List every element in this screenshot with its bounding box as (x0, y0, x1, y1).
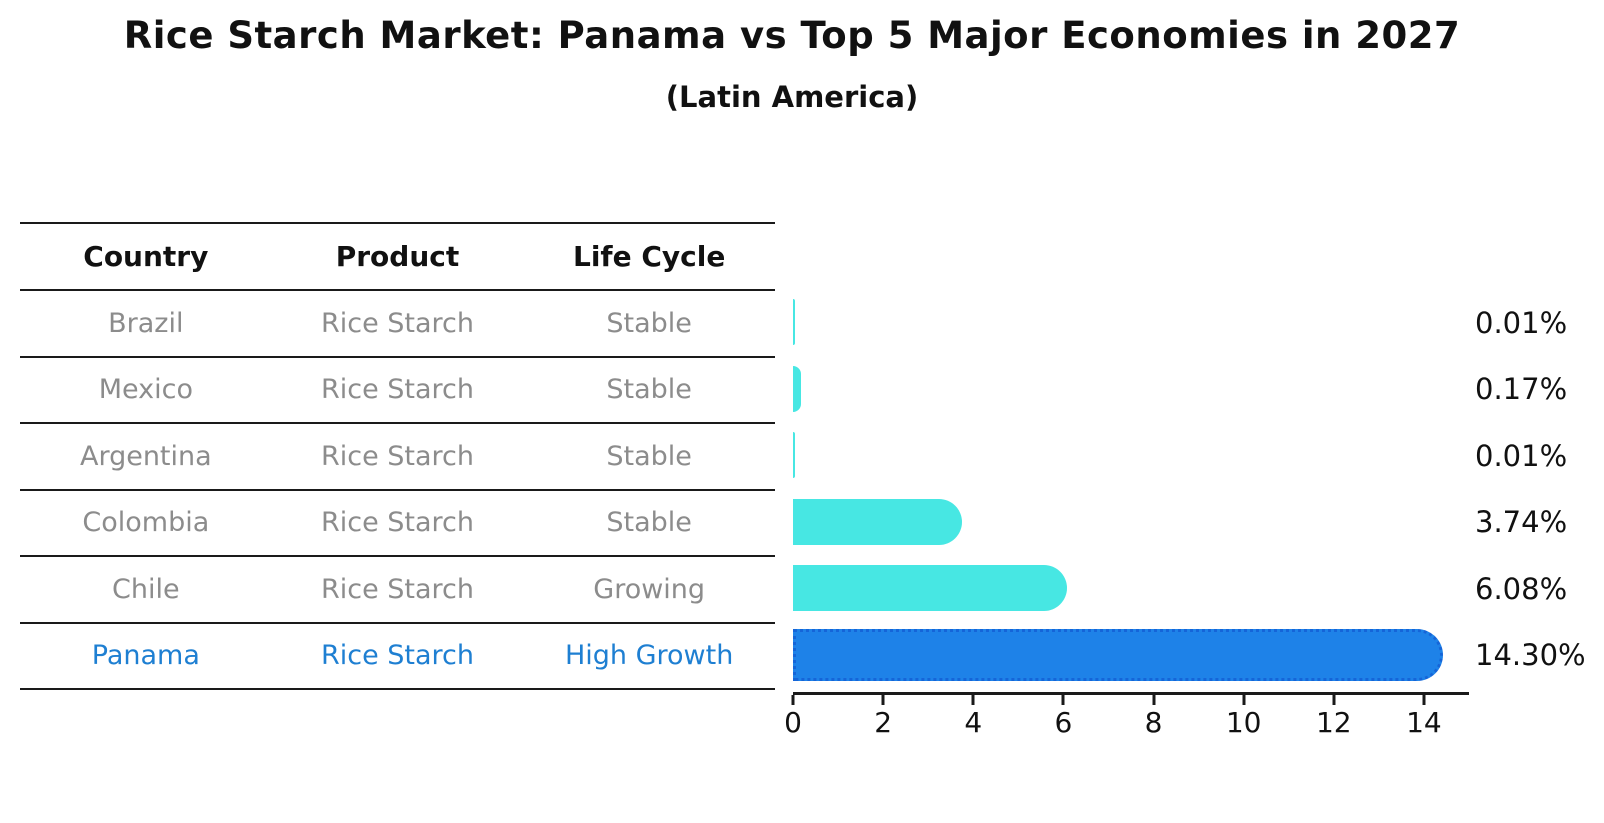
tick-label-8: 8 (1144, 706, 1163, 739)
cell-product: Rice Starch (320, 573, 475, 605)
tick-label-2: 2 (874, 706, 893, 739)
tick-mark-8 (1152, 695, 1156, 705)
tick-mark-4 (971, 695, 975, 705)
table-row-brazil: Brazil Rice Starch Stable (20, 291, 775, 358)
tick-mark-14 (1422, 695, 1426, 705)
tick-label-0: 0 (784, 706, 802, 739)
bar-panama (793, 628, 1444, 681)
cell-country: Chile (112, 573, 180, 605)
tick-label-14: 14 (1406, 706, 1442, 739)
value-label-brazil: 0.01% (1475, 305, 1568, 340)
cell-country: Argentina (79, 440, 212, 472)
cell-country: Mexico (98, 374, 193, 406)
tick-mark-2 (881, 695, 885, 705)
value-labels: 0.01% 0.17% 0.01% 3.74% 6.08% 14.30% (1475, 289, 1604, 688)
value-label-argentina: 0.01% (1475, 438, 1568, 473)
cell-life-cycle: Stable (606, 440, 692, 472)
cell-country: Panama (91, 640, 200, 672)
value-label-mexico: 0.17% (1475, 372, 1568, 406)
cell-life-cycle: Growing (593, 573, 706, 605)
tick-mark-10 (1242, 695, 1246, 705)
tick-label-12: 12 (1315, 706, 1352, 739)
bar-mexico (793, 365, 801, 412)
bar-colombia (793, 498, 962, 545)
value-label-panama: 14.30% (1475, 638, 1586, 672)
x-axis-ticks (791, 695, 1469, 705)
bar-plot-area (793, 289, 1469, 688)
column-header-country: Country (83, 240, 209, 273)
tick-label-4: 4 (964, 706, 983, 739)
cell-life-cycle: Stable (606, 307, 692, 339)
tick-mark-0 (791, 695, 795, 705)
table-header-row: Country Product Life Cycle (20, 224, 775, 291)
table-row-argentina: Argentina Rice Starch Stable (20, 424, 775, 491)
cell-product: Rice Starch (320, 374, 475, 406)
cell-life-cycle: Stable (606, 374, 692, 406)
value-label-colombia: 3.74% (1475, 505, 1568, 539)
chart-subtitle: (Latin America) (665, 80, 919, 114)
country-table: Country Product Life Cycle Brazil Rice S… (20, 222, 775, 690)
tick-mark-12 (1332, 695, 1336, 705)
table-row-panama: Panama Rice Starch High Growth (20, 624, 775, 690)
cell-product: Rice Starch (320, 440, 475, 472)
tick-label-6: 6 (1054, 706, 1073, 739)
value-label-chile: 6.08% (1475, 571, 1568, 606)
table-row-colombia: Colombia Rice Starch Stable (20, 491, 775, 557)
tick-label-10: 10 (1225, 706, 1262, 739)
bar-argentina (793, 432, 795, 479)
table-row-mexico: Mexico Rice Starch Stable (20, 358, 775, 424)
cell-country: Colombia (82, 507, 210, 539)
bar-chile (793, 565, 1067, 612)
column-header-product: Product (335, 240, 460, 273)
cell-product: Rice Starch (320, 507, 475, 539)
bar-brazil (793, 299, 795, 346)
tick-mark-6 (1061, 695, 1065, 705)
x-axis-line (793, 692, 1469, 695)
cell-country: Brazil (108, 307, 184, 339)
table-row-chile: Chile Rice Starch Growing (20, 557, 775, 624)
cell-product: Rice Starch (320, 307, 475, 339)
cell-product: Rice Starch (320, 640, 475, 672)
cell-life-cycle: High Growth (564, 640, 734, 672)
cell-life-cycle: Stable (606, 507, 692, 539)
x-axis-tick-labels: 0 2 4 6 8 10 12 14 (784, 706, 1469, 742)
column-header-life-cycle: Life Cycle (572, 240, 726, 273)
chart-title: Rice Starch Market: Panama vs Top 5 Majo… (123, 14, 1461, 57)
